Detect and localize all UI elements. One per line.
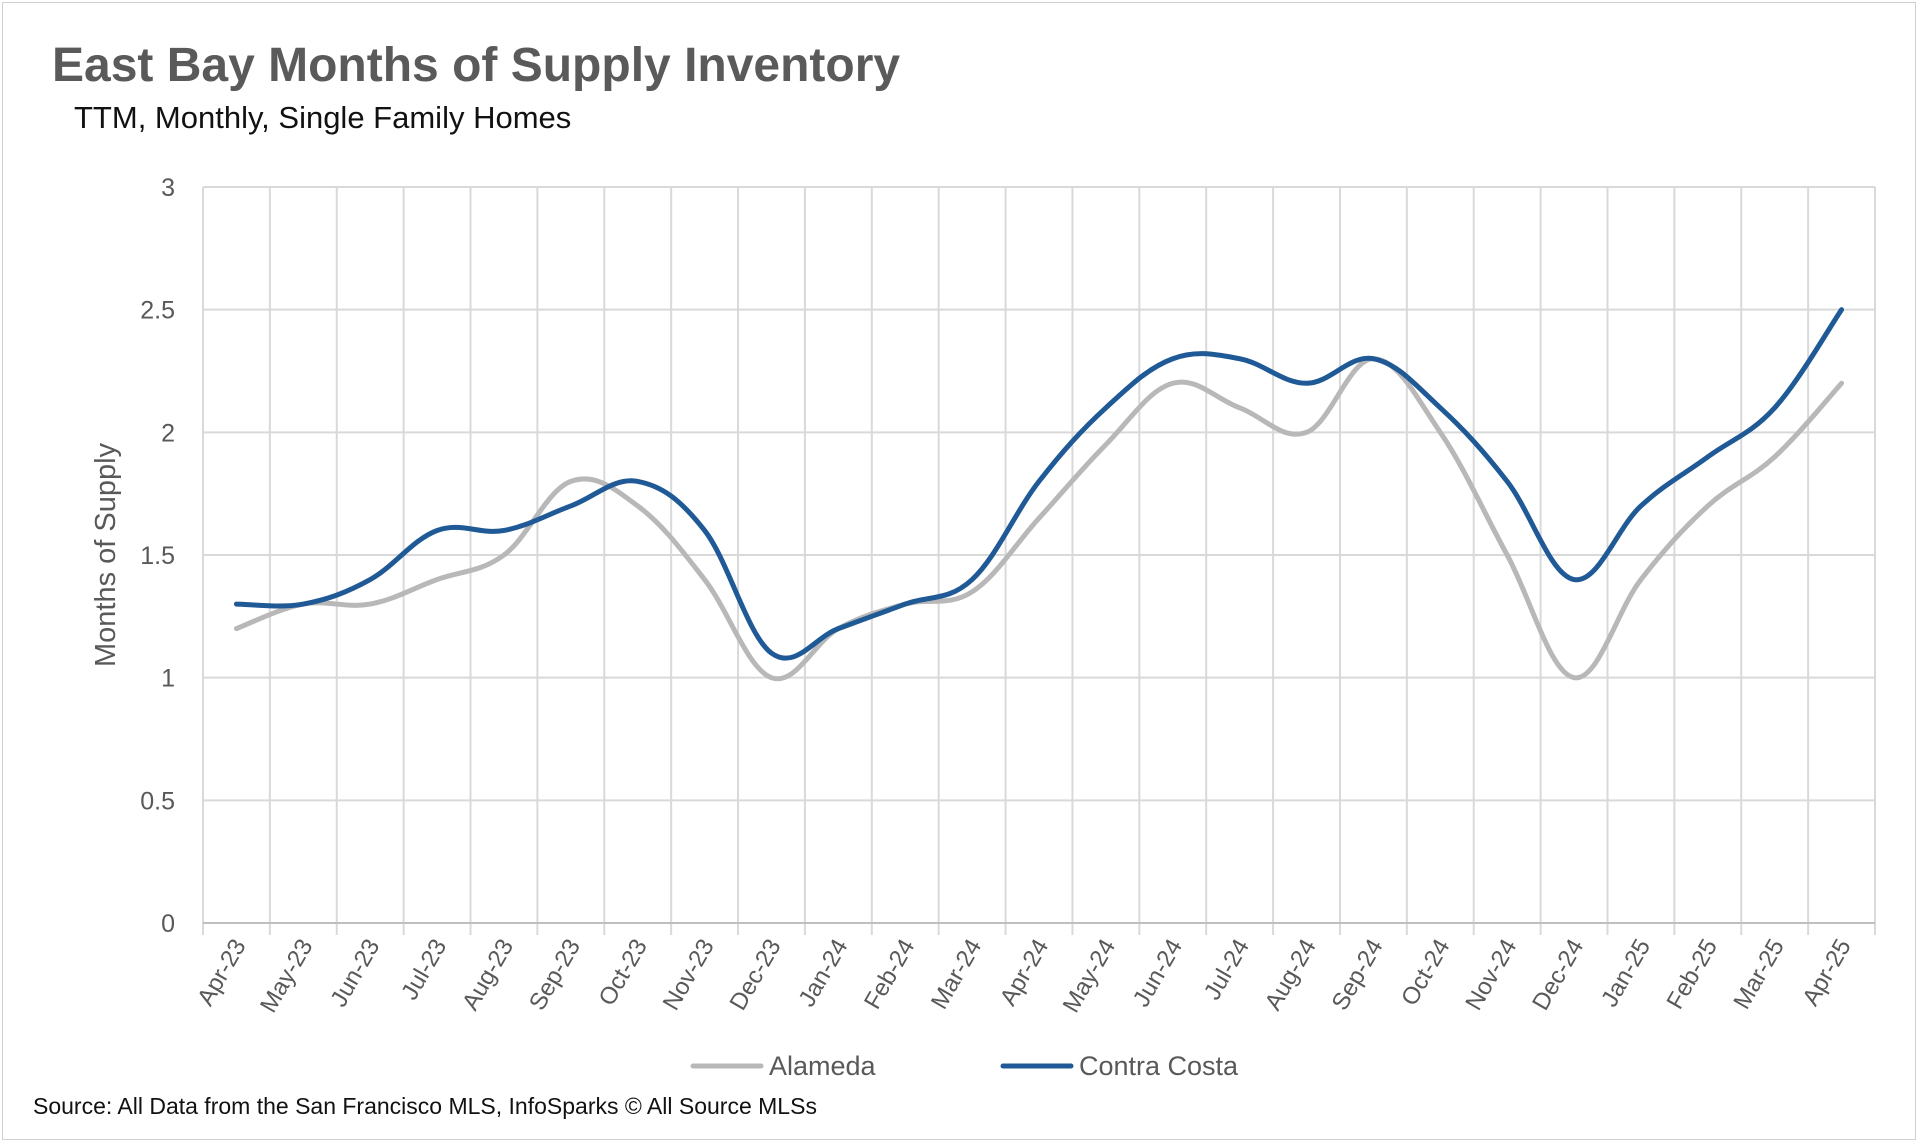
axes: [202, 922, 1876, 935]
x-tick-label: Feb-24: [859, 935, 920, 1014]
chart-subtitle: TTM, Monthly, Single Family Homes: [74, 100, 572, 135]
x-tick-label: May-24: [1058, 935, 1121, 1018]
x-tick-label: Jan-25: [1596, 935, 1656, 1012]
x-tick-label: Dec-23: [725, 935, 787, 1016]
series-line-contra-costa: [233, 307, 1845, 661]
y-axis-title: Months of Supply: [90, 442, 122, 667]
legend: Alameda Contra Costa: [690, 1051, 1239, 1081]
x-tick-label: May-23: [255, 935, 318, 1018]
x-tick-label: Sep-24: [1327, 935, 1389, 1016]
x-tick-label: Sep-23: [524, 935, 586, 1016]
x-tick-label: Aug-24: [1260, 935, 1322, 1016]
x-tick-label: Nov-24: [1460, 935, 1522, 1016]
x-tick-label: Aug-23: [457, 935, 519, 1016]
y-tick-label: 1: [161, 665, 175, 693]
x-tick-label: Oct-23: [594, 935, 653, 1011]
y-tick-label: 3: [161, 174, 175, 202]
legend-label-contra-costa: Contra Costa: [1079, 1051, 1239, 1081]
y-tick-label: 0: [161, 910, 175, 938]
x-tick-label: Mar-24: [926, 935, 987, 1014]
y-tick-label: 0.5: [140, 787, 175, 815]
source-note: Source: All Data from the San Francisco …: [33, 1093, 817, 1119]
x-tick-label: Jul-23: [396, 935, 452, 1005]
x-tick-label: Mar-25: [1728, 935, 1789, 1014]
y-tick-label: 2: [161, 419, 175, 447]
y-tick-label: 2.5: [140, 297, 175, 325]
y-tick-label: 1.5: [140, 542, 175, 570]
x-tick-label: Jun-24: [1128, 935, 1188, 1012]
grid-lines: [202, 186, 1876, 924]
x-tick-label: Jan-24: [793, 935, 853, 1012]
x-tick-label: Nov-23: [658, 935, 720, 1016]
chart-title: East Bay Months of Supply Inventory: [52, 39, 901, 92]
x-tick-label: Apr-24: [995, 935, 1054, 1011]
x-tick-label: Feb-25: [1662, 935, 1723, 1014]
x-tick-label: Apr-25: [1797, 935, 1856, 1011]
legend-label-alameda: Alameda: [769, 1051, 877, 1081]
x-tick-label: Apr-23: [192, 935, 251, 1011]
x-tick-label: Dec-24: [1527, 935, 1589, 1016]
series-lines: [233, 307, 1845, 682]
x-tick-label: Jul-24: [1199, 935, 1255, 1005]
x-tick-label: Jun-23: [325, 935, 385, 1012]
series-line-alameda: [233, 356, 1845, 682]
x-tick-label: Oct-24: [1396, 935, 1455, 1011]
